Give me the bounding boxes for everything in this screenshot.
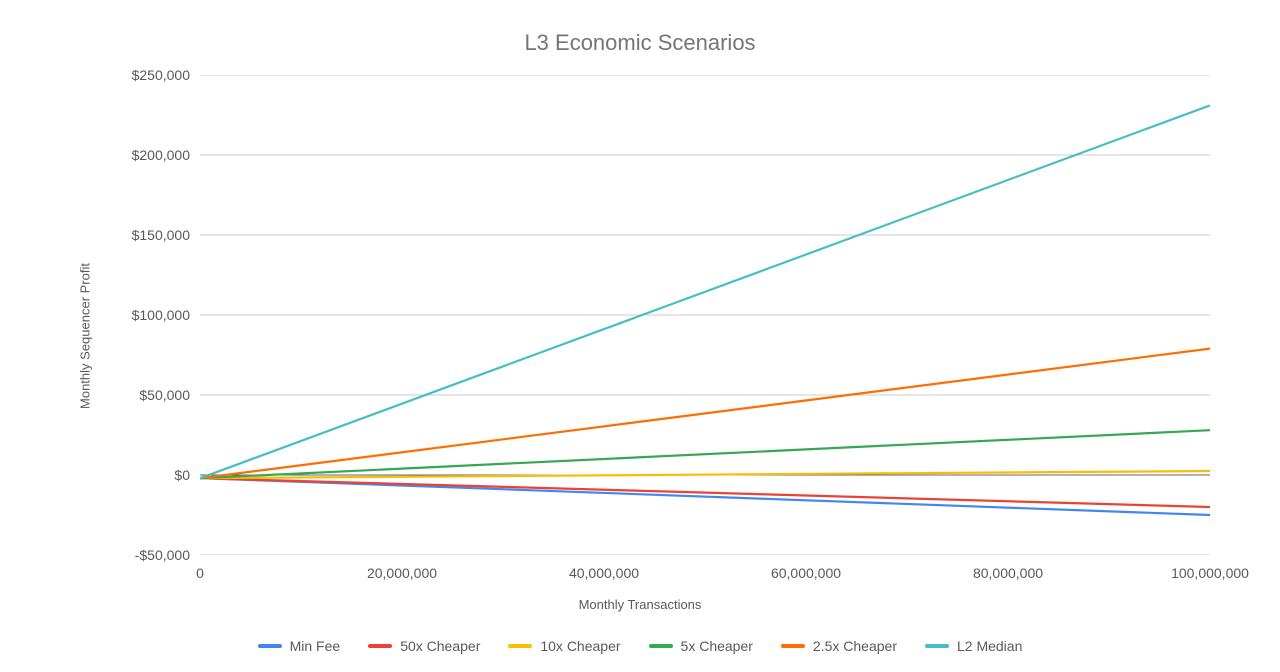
legend-label: 2.5x Cheaper bbox=[813, 638, 897, 654]
y-tick-label: $200,000 bbox=[90, 147, 190, 163]
legend: Min Fee 50x Cheaper 10x Cheaper 5x Cheaper 2… bbox=[0, 638, 1280, 654]
legend-label: 50x Cheaper bbox=[400, 638, 480, 654]
plot-area bbox=[200, 75, 1210, 555]
legend-swatch bbox=[649, 644, 673, 648]
y-tick-label: -$50,000 bbox=[90, 547, 190, 563]
x-tick-label: 80,000,000 bbox=[973, 565, 1043, 581]
y-tick-label: $250,000 bbox=[90, 67, 190, 83]
y-tick-label: $0 bbox=[90, 467, 190, 483]
legend-label: 5x Cheaper bbox=[681, 638, 753, 654]
legend-item: 5x Cheaper bbox=[649, 638, 753, 654]
y-tick-label: $150,000 bbox=[90, 227, 190, 243]
legend-swatch bbox=[781, 644, 805, 648]
legend-item: 50x Cheaper bbox=[368, 638, 480, 654]
series-line bbox=[200, 349, 1210, 479]
line-chart: L3 Economic Scenarios Monthly Sequencer … bbox=[0, 0, 1280, 672]
x-tick-label: 20,000,000 bbox=[367, 565, 437, 581]
x-tick-label: 40,000,000 bbox=[569, 565, 639, 581]
legend-label: L2 Median bbox=[957, 638, 1022, 654]
y-tick-label: $100,000 bbox=[90, 307, 190, 323]
series-line bbox=[200, 105, 1210, 478]
legend-label: 10x Cheaper bbox=[540, 638, 620, 654]
y-tick-label: $50,000 bbox=[90, 387, 190, 403]
legend-label: Min Fee bbox=[290, 638, 341, 654]
legend-swatch bbox=[508, 644, 532, 648]
legend-item: 2.5x Cheaper bbox=[781, 638, 897, 654]
series-line bbox=[200, 478, 1210, 507]
series-line bbox=[200, 478, 1210, 515]
x-tick-label: 100,000,000 bbox=[1171, 565, 1249, 581]
chart-title: L3 Economic Scenarios bbox=[0, 30, 1280, 56]
legend-item: Min Fee bbox=[258, 638, 341, 654]
x-tick-label: 60,000,000 bbox=[771, 565, 841, 581]
legend-swatch bbox=[258, 644, 282, 648]
legend-swatch bbox=[925, 644, 949, 648]
legend-item: L2 Median bbox=[925, 638, 1022, 654]
x-tick-label: 0 bbox=[196, 565, 204, 581]
x-axis-label: Monthly Transactions bbox=[0, 597, 1280, 612]
legend-item: 10x Cheaper bbox=[508, 638, 620, 654]
legend-swatch bbox=[368, 644, 392, 648]
